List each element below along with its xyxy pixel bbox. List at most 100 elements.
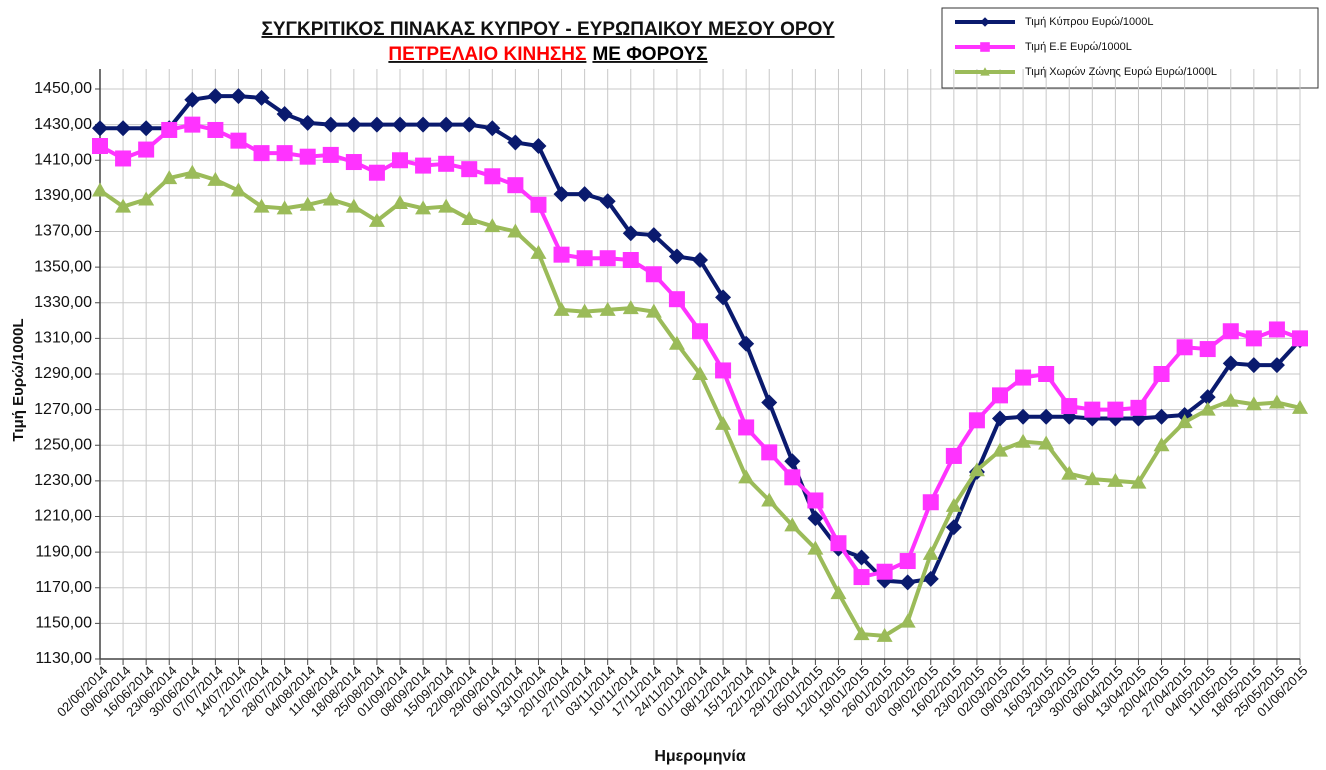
point <box>299 196 316 211</box>
point <box>692 252 708 268</box>
point <box>1153 408 1170 425</box>
point <box>830 535 847 552</box>
point <box>1199 389 1216 406</box>
point <box>530 244 547 259</box>
subtitle-part: ΠΕΤΡΕΛΑΙΟ ΚΙΝΗΣΗΣ <box>388 44 586 65</box>
point <box>1199 401 1216 416</box>
point <box>276 105 293 122</box>
point <box>184 91 201 108</box>
point <box>415 200 432 215</box>
point <box>138 191 155 206</box>
point <box>461 116 478 133</box>
point <box>622 225 639 242</box>
point <box>945 447 962 464</box>
point <box>1222 392 1239 407</box>
point <box>1268 394 1285 409</box>
point <box>1015 433 1032 448</box>
point <box>92 138 108 154</box>
point <box>576 186 593 203</box>
point <box>761 394 778 411</box>
y-tick-label: 1290,00 <box>34 365 92 382</box>
point <box>276 200 293 215</box>
point <box>115 120 132 137</box>
point <box>484 218 501 233</box>
y-tick-label: 1370,00 <box>34 223 92 240</box>
point <box>784 469 801 486</box>
point <box>484 168 501 185</box>
point <box>992 442 1008 457</box>
legend-label: Τιμή Ε.Ε Ευρώ/1000L <box>1025 41 1132 53</box>
y-tick-label: 1270,00 <box>34 401 92 418</box>
point <box>184 116 201 133</box>
point <box>1015 408 1032 425</box>
y-tick-label: 1210,00 <box>34 508 92 525</box>
point <box>784 517 801 532</box>
point <box>161 170 178 185</box>
point <box>668 335 685 350</box>
point <box>1038 435 1055 450</box>
point <box>922 545 939 560</box>
point <box>230 88 247 105</box>
point <box>761 444 778 461</box>
point <box>115 198 132 213</box>
point <box>345 154 362 171</box>
y-tick-label: 1330,00 <box>34 294 92 311</box>
point <box>945 497 962 512</box>
point <box>692 323 708 340</box>
point <box>899 574 916 591</box>
y-tick-label: 1150,00 <box>35 615 92 632</box>
legend-label: Τιμή Κύπρου Ευρώ/1000L <box>1025 16 1154 28</box>
point <box>876 563 893 580</box>
point <box>1222 355 1239 372</box>
point <box>738 335 755 352</box>
point <box>761 492 778 507</box>
point <box>922 570 939 587</box>
point <box>207 121 224 138</box>
point <box>230 132 247 149</box>
legend-marker <box>980 42 990 52</box>
point <box>599 301 616 316</box>
point <box>92 182 108 197</box>
point <box>1268 321 1285 338</box>
point <box>1107 472 1124 487</box>
point <box>807 492 824 509</box>
point <box>807 540 824 555</box>
point <box>1038 366 1055 382</box>
point <box>992 387 1008 404</box>
point <box>1061 465 1078 480</box>
point <box>1153 366 1170 382</box>
point <box>1015 369 1032 386</box>
point <box>253 145 270 162</box>
point <box>1199 341 1216 358</box>
point <box>992 410 1008 427</box>
point <box>1153 437 1170 452</box>
point <box>92 120 108 137</box>
point <box>530 138 547 154</box>
point <box>692 366 708 380</box>
point <box>1268 357 1285 374</box>
point <box>1292 330 1308 347</box>
point <box>576 303 593 318</box>
y-tick-label: 1230,00 <box>34 472 92 489</box>
point <box>345 198 362 213</box>
point <box>553 186 570 203</box>
y-tick-label: 1170,00 <box>35 579 92 596</box>
point <box>1084 401 1101 418</box>
point <box>945 519 962 536</box>
point <box>530 196 547 213</box>
subtitle-part: ΜΕ ΦΟΡΟΥΣ <box>592 44 707 65</box>
point <box>461 211 478 226</box>
point <box>899 613 916 628</box>
x-axis-label: Ημερομηνία <box>654 748 746 765</box>
legend-label: Τιμή Χωρών Ζώνης Ευρώ Ευρώ/1000L <box>1025 66 1217 78</box>
point <box>415 116 432 133</box>
point <box>1245 396 1262 411</box>
point <box>299 114 316 131</box>
point <box>576 250 593 267</box>
point <box>599 250 616 267</box>
y-tick-label: 1130,00 <box>35 650 92 667</box>
point <box>807 510 824 527</box>
point <box>207 171 224 186</box>
